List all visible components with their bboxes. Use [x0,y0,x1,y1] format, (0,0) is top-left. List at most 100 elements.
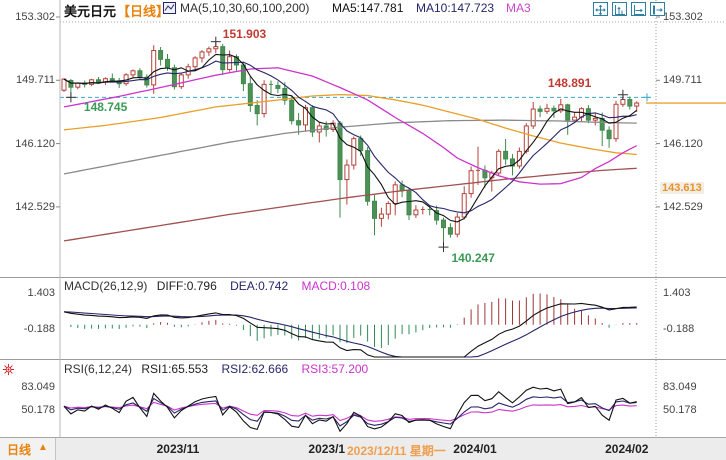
candle-body [344,164,350,181]
date-axis-label: 2024/01 [453,442,497,456]
price-chart-canvas[interactable] [0,0,726,437]
axis-label-rsi-right: 83.049 [663,381,697,393]
candle-body [434,210,440,221]
ma100-line [63,119,637,175]
date-axis-label: 2024/02 [605,442,649,456]
axis-label-price-left: 142.529 [15,200,55,213]
candle-body [220,46,226,71]
date-axis-label: 2023/12 [308,442,352,456]
diff-value: DIFF:0.796 [156,279,217,293]
candle-body [165,58,170,69]
macd-value: MACD:0.108 [301,279,371,293]
price-annotation: 151.903 [222,26,267,41]
candle-body [406,189,412,216]
axis-label-price-right: 149.711 [663,74,702,87]
candle-body [289,99,295,122]
candle-body [447,227,453,235]
candle-body [309,107,315,133]
candle-body [378,213,384,219]
candle-body [468,170,474,195]
axis-label-macd-right: -0.188 [663,322,695,335]
ma5-line [63,53,638,223]
axis-price-tag: 143.613 [660,182,704,194]
candle-body [178,74,184,88]
crosshair-date-label: 2023/12/11 星期一 [345,442,448,459]
ma30-line [63,67,637,185]
period-tag: 【日线】 [117,4,170,19]
candle-body [413,209,419,216]
ma60-line [63,93,637,156]
candle-body [296,120,302,126]
rsi1-value: RSI1:65.553 [141,362,209,376]
ma-settings-label[interactable]: MA(5,10,30,60,100,200) [180,1,310,15]
y-axis-zoom-icon[interactable] [612,2,627,16]
period-label[interactable]: 日线 [7,443,32,457]
axis-label-price-left: 146.120 [15,137,55,150]
candle-body [551,107,557,112]
candle-body [213,46,219,50]
axis-label-rsi-left: 83.049 [21,381,55,393]
candle-body [385,203,391,215]
candle-body [192,57,198,68]
axis-label-macd-left: -0.188 [23,322,55,335]
candle-body [275,84,281,89]
candle-body [171,67,177,88]
candle-body [68,79,74,88]
rsi6-line [63,386,637,433]
candle-body [96,79,101,83]
candle-body [206,48,212,53]
period-selector[interactable]: 日线 ▲ [0,438,56,460]
axis-label-macd-right: 1.403 [663,287,691,299]
rsi3-value: RSI3:57.200 [301,362,369,376]
candle-body [75,82,81,88]
dea-line [63,307,637,358]
macd-header: MACD(26,12,9) DIFF:0.796 DEA:0.742 MACD:… [64,279,370,293]
candle-body [365,150,371,202]
price-annotation: 148.891 [547,75,592,90]
rsi-name[interactable]: RSI(6,12,24) [64,362,133,376]
rsi2-value: RSI2:62.666 [221,362,289,376]
candle-body [606,129,612,140]
candle-body [620,99,626,105]
ma10-value: MA10:147.723 [416,1,495,15]
candle-body [358,138,364,152]
candle-body [144,76,150,86]
candle-body [372,200,377,219]
ma10-line [63,60,637,214]
macd-name[interactable]: MACD(26,12,9) [64,279,148,293]
axis-label-price-right: 153.302 [663,11,703,23]
candle-body [158,50,164,60]
candle-body [337,122,343,181]
shift-right-icon[interactable] [650,2,665,16]
pan-icon[interactable] [593,2,608,16]
period-up-triangle-icon: ▲ [38,442,48,453]
candle-body [627,99,633,107]
candle-body [544,107,550,112]
candle-body [503,150,509,160]
candle-body [516,150,522,167]
candle-body [199,51,205,59]
ma200-line [63,167,637,242]
dea-value: DEA:0.742 [230,279,289,293]
rsi12-line [63,396,637,427]
candle-body [89,79,95,85]
x-axis-zoom-icon[interactable] [631,2,646,16]
axis-label-price-left: 153.302 [15,11,55,23]
candle-body [441,219,446,229]
candle-body [130,70,136,76]
candle-body [454,216,460,235]
price-annotation: 148.745 [83,100,128,115]
indicator-settings-icon[interactable] [2,363,15,381]
candle-body [351,138,357,166]
axis-label-price-right: 142.529 [663,200,703,213]
symbol-title: 美元日元 [64,4,117,19]
ma5-value: MA5:147.781 [332,1,404,15]
candle-body [558,104,564,112]
date-axis-label: 2023/11 [156,442,200,456]
candle-body [303,107,308,126]
chart-type-icon[interactable] [163,2,176,17]
candle-body [530,108,536,127]
candle-body [537,108,543,112]
axis-label-price-left: 149.711 [16,74,55,87]
